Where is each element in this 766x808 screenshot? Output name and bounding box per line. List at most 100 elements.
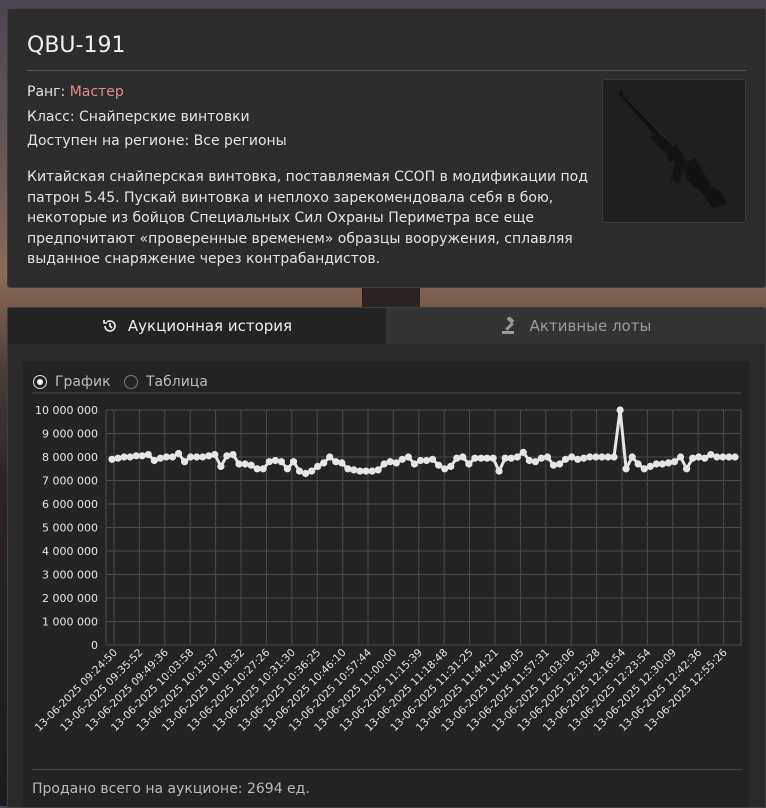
view-option-table[interactable]: Таблица [124, 374, 208, 390]
price-data-point [634, 460, 642, 468]
price-data-point [344, 465, 352, 473]
price-data-point [295, 467, 304, 475]
y-tick-label: 7 000 000 [42, 475, 98, 488]
price-data-point [465, 460, 473, 468]
price-data-point [604, 453, 612, 461]
price-data-point [677, 453, 685, 461]
price-data-point [586, 453, 594, 461]
price-data-point [616, 406, 624, 414]
price-data-point [150, 456, 158, 465]
y-tick-label: 0 [91, 639, 98, 652]
price-data-point [398, 455, 406, 463]
price-data-point [338, 459, 346, 467]
tab-active-lots[interactable]: Активные лоты [386, 308, 765, 344]
price-data-point [302, 469, 310, 478]
price-data-point [181, 458, 189, 466]
y-tick-label: 8 000 000 [42, 451, 98, 464]
price-data-point [320, 459, 328, 467]
price-data-point [253, 465, 261, 473]
price-data-point [126, 453, 134, 461]
price-data-point [404, 453, 412, 461]
price-data-point [168, 453, 177, 461]
history-icon [103, 320, 116, 332]
price-data-point [646, 462, 654, 470]
y-tick-label: 3 000 000 [42, 569, 98, 582]
region-line: Доступен на регионе: Все регионы [27, 133, 287, 149]
price-data-point [229, 451, 237, 459]
price-data-point [495, 467, 503, 475]
price-data-point [556, 460, 564, 468]
price-data-point [471, 454, 479, 462]
price-data-point [477, 454, 485, 462]
price-data-point [162, 453, 170, 461]
class-line: Класс: Снайперские винтовки [27, 109, 250, 125]
y-tick-label: 9 000 000 [42, 428, 98, 441]
item-description: Китайская снайперская винтовка, поставля… [27, 169, 588, 267]
price-data-point [489, 454, 497, 462]
price-data-point [241, 460, 249, 468]
price-data-point [174, 449, 183, 458]
price-data-point [314, 462, 322, 470]
price-data-point [562, 455, 570, 463]
view-option-chart[interactable]: График [33, 374, 111, 390]
price-data-point [235, 460, 243, 468]
radio-label: Таблица [146, 374, 208, 390]
price-data-point [610, 453, 618, 461]
price-data-point [622, 465, 630, 473]
price-data-point [731, 453, 739, 461]
price-data-point [459, 453, 467, 461]
price-data-point [652, 460, 661, 468]
price-data-point [689, 454, 697, 462]
price-data-point [114, 454, 122, 462]
tab-label: Активные лоты [529, 317, 652, 335]
price-data-point [386, 458, 394, 466]
price-data-point [628, 453, 636, 461]
price-data-point [289, 458, 298, 466]
price-data-point [519, 448, 527, 456]
y-tick-label: 4 000 000 [42, 545, 98, 558]
price-data-point [392, 459, 400, 467]
price-data-point [664, 459, 673, 467]
sold-total: Продано всего на аукционе: 2694 ед. [32, 781, 310, 797]
price-data-point [138, 452, 146, 460]
price-data-point [701, 454, 709, 462]
rank-value: Мастер [69, 84, 124, 100]
gavel-icon [501, 317, 515, 334]
price-data-point [525, 456, 533, 465]
rank-line: Ранг: Мастер [27, 84, 124, 100]
price-data-point [132, 452, 140, 460]
price-data-point [670, 458, 679, 466]
price-data-point [574, 455, 582, 463]
price-data-point [543, 453, 552, 461]
price-data-point [416, 456, 425, 465]
price-data-point [592, 453, 600, 461]
history-content: График Таблица 0 1 000 000 2 000 000 3 000 … [23, 361, 750, 807]
price-data-point [513, 453, 521, 461]
price-data-point [537, 454, 546, 462]
price-data-point [326, 453, 334, 461]
price-data-point [271, 456, 279, 465]
radio-label: График [55, 374, 111, 390]
price-data-point [120, 453, 128, 461]
price-data-point [568, 453, 576, 461]
price-data-point [501, 454, 509, 462]
price-data-point [410, 460, 418, 468]
price-data-point [447, 462, 455, 470]
price-data-point [199, 453, 207, 461]
price-data-point [658, 460, 667, 468]
price-data-point [640, 465, 648, 473]
price-data-point [265, 458, 273, 466]
price-data-point [453, 454, 461, 462]
tab-auction-history[interactable]: Аукционная история [8, 308, 386, 344]
price-data-point [362, 467, 370, 475]
rifle-icon [616, 89, 728, 209]
price-data-point [308, 467, 316, 475]
item-title: QBU-191 [27, 33, 126, 58]
y-tick-label: 1 000 000 [42, 616, 98, 629]
item-info-card: QBU-191 Ранг: Мастер Класс: Снайперские … [7, 8, 766, 288]
price-history-chart: 0 1 000 000 2 000 000 3 000 000 4 000 000 5 0… [32, 392, 742, 734]
price-data-point [156, 454, 164, 462]
price-data-point [217, 462, 225, 470]
auction-panel: Аукционная история Активные лоты График … [7, 307, 766, 808]
price-data-point [211, 451, 219, 459]
